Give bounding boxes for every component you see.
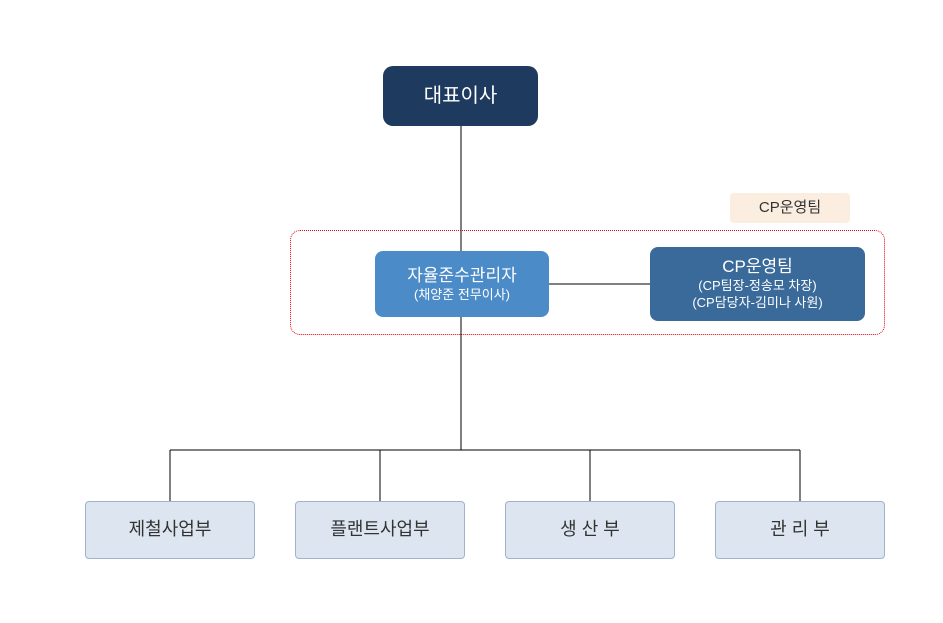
node-dept-plant: 플랜트사업부 — [295, 501, 465, 559]
node-ceo-title: 대표이사 — [424, 83, 498, 109]
cp-group-label: CP운영팀 — [730, 193, 850, 223]
node-dept-steel: 제철사업부 — [85, 501, 255, 559]
node-cp-team-sub2: (CP담당자-김미나 사원) — [692, 295, 822, 312]
node-dept-management: 관 리 부 — [715, 501, 885, 559]
node-cp-team: CP운영팀 (CP팀장-정송모 차장) (CP담당자-김미나 사원) — [650, 247, 865, 321]
node-dept-management-title: 관 리 부 — [770, 518, 830, 541]
node-dept-production: 생 산 부 — [505, 501, 675, 559]
node-dept-production-title: 생 산 부 — [560, 518, 620, 541]
node-cp-team-title: CP운영팀 — [722, 256, 793, 278]
node-compliance-sub: (채양준 전무이사) — [414, 287, 510, 304]
node-compliance-manager: 자율준수관리자 (채양준 전무이사) — [375, 251, 549, 317]
node-cp-team-sub1: (CP팀장-정송모 차장) — [698, 278, 816, 295]
node-ceo: 대표이사 — [383, 66, 538, 126]
cp-group-label-text: CP운영팀 — [759, 198, 821, 218]
node-dept-plant-title: 플랜트사업부 — [330, 518, 429, 541]
node-compliance-title: 자율준수관리자 — [407, 265, 516, 287]
node-dept-steel-title: 제철사업부 — [129, 518, 212, 541]
